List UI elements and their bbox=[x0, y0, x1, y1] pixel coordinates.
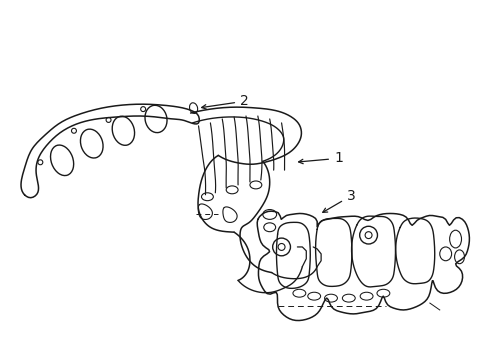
Text: 2: 2 bbox=[201, 94, 248, 109]
Text: 1: 1 bbox=[298, 151, 342, 165]
Text: 3: 3 bbox=[322, 189, 355, 212]
